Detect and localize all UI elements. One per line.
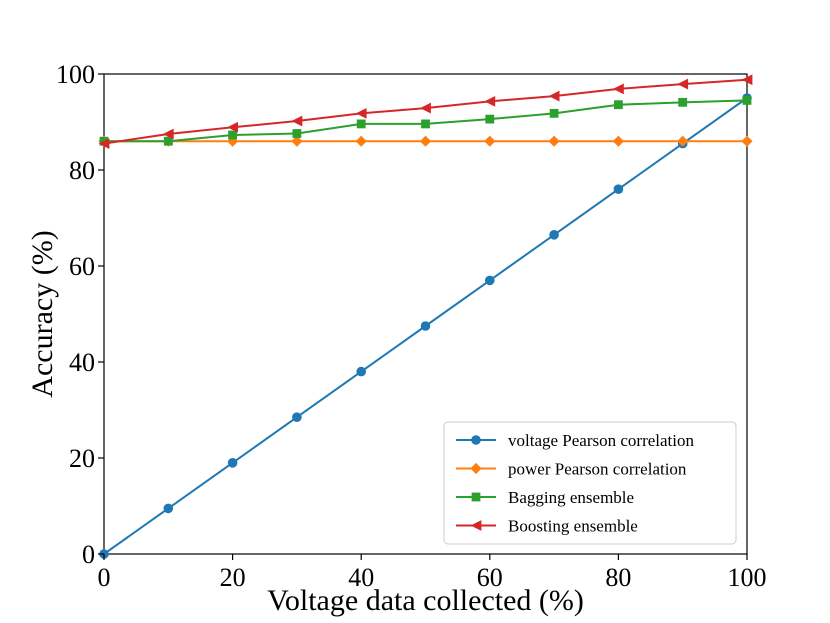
y-axis-label: Accuracy (%) (26, 230, 59, 397)
data-point (678, 97, 688, 107)
data-point (677, 135, 689, 147)
data-point (163, 503, 174, 514)
series-4 (98, 74, 753, 149)
legend-marker (470, 520, 482, 531)
y-tick-label: 80 (69, 156, 95, 185)
x-tick-label: 40 (348, 563, 374, 592)
data-point (356, 366, 367, 377)
series-layer (98, 74, 753, 559)
legend-item: voltage Pearson correlation (456, 431, 694, 450)
data-point (356, 119, 366, 129)
data-point (613, 184, 624, 194)
data-point (292, 129, 302, 138)
legend-marker (471, 435, 481, 445)
legend-marker (471, 492, 481, 502)
data-point (421, 119, 430, 129)
y-tick-label: 100 (56, 60, 95, 89)
data-point (484, 135, 496, 147)
legend-label: Boosting ensemble (508, 517, 638, 536)
data-point (741, 135, 753, 147)
data-point (613, 83, 624, 95)
data-point (612, 135, 624, 147)
legend-item: Boosting ensemble (456, 517, 638, 536)
data-point (484, 95, 496, 107)
legend-marker (470, 462, 482, 475)
data-point (420, 321, 431, 331)
data-point (548, 135, 560, 147)
data-point (291, 135, 303, 147)
data-point (742, 96, 752, 105)
legend-item: power Pearson correlation (456, 460, 687, 479)
data-point (741, 74, 753, 86)
y-tick-label: 40 (69, 348, 95, 377)
legend-label: Bagging ensemble (508, 488, 634, 507)
data-point (549, 108, 559, 118)
legend-label: voltage Pearson correlation (508, 431, 694, 450)
data-point (98, 138, 110, 149)
data-point (549, 230, 559, 240)
data-point (162, 128, 174, 140)
axis-ticks: 0 20 40 60 80 100 0 20 40 60 80 100 (56, 60, 767, 592)
legend: voltage Pearson correlation power Pearson… (443, 421, 737, 545)
x-tick-label: 60 (477, 563, 503, 592)
data-point (227, 458, 238, 468)
data-point (548, 90, 560, 102)
legend-box (443, 421, 737, 545)
y-tick-label: 0 (82, 540, 95, 569)
x-tick-label: 20 (220, 563, 246, 592)
x-tick-label: 0 (98, 563, 111, 592)
data-point (485, 114, 495, 124)
data-point (677, 78, 689, 90)
x-axis-label: Voltage data collected (%) (267, 584, 584, 617)
data-point (228, 130, 237, 140)
data-point (163, 136, 173, 146)
data-point (420, 102, 431, 114)
x-tick-label: 80 (605, 563, 631, 592)
data-point (485, 275, 495, 286)
legend-label: power Pearson correlation (508, 460, 687, 479)
data-point (291, 115, 303, 127)
legend-item: Bagging ensemble (456, 488, 634, 507)
data-point (355, 107, 367, 119)
data-point (227, 121, 238, 133)
series-1 (99, 93, 752, 559)
data-point (614, 100, 623, 110)
data-point (292, 412, 302, 423)
y-tick-label: 20 (69, 444, 95, 473)
data-point (355, 135, 367, 147)
data-point (419, 135, 432, 147)
y-tick-label: 60 (69, 252, 95, 281)
x-tick-label: 100 (728, 563, 767, 592)
